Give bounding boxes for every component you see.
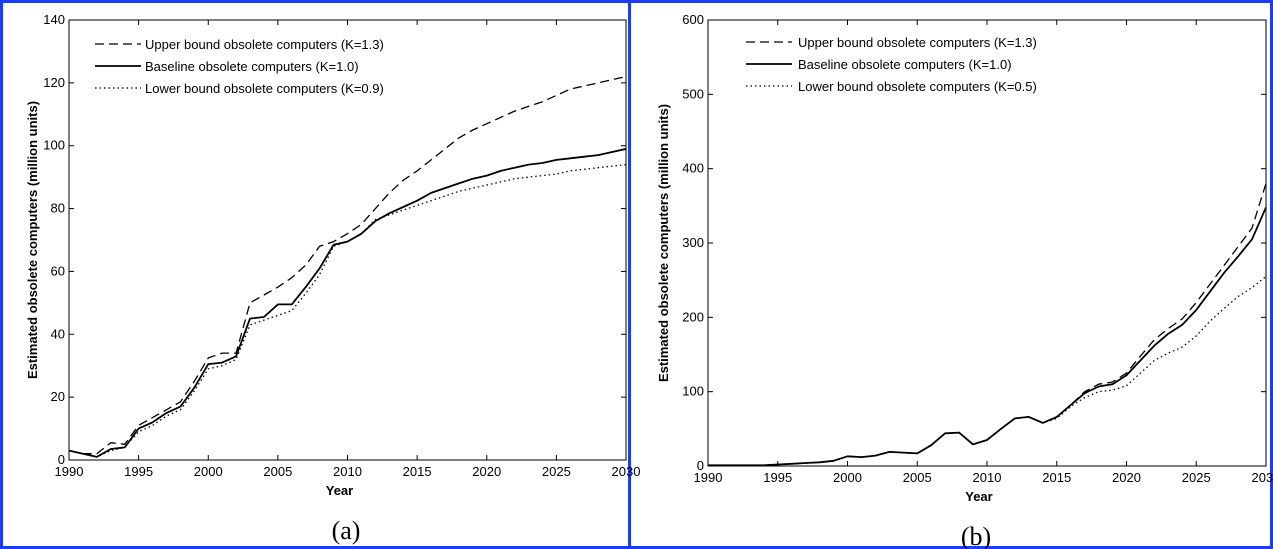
y-tick-label: 20 [51, 389, 65, 404]
legend-label: Lower bound obsolete computers (K=0.5) [798, 79, 1037, 94]
series-line-dotted [69, 163, 626, 458]
panel-b-label: (b) [961, 522, 991, 549]
x-tick-label: 2025 [1182, 470, 1211, 485]
y-tick-label: 60 [51, 263, 65, 278]
y-tick-label: 120 [43, 75, 65, 90]
x-tick-label: 2030 [1252, 470, 1273, 485]
y-tick-label: 300 [682, 235, 704, 250]
x-tick-label: 2020 [472, 464, 501, 479]
y-tick-label: 600 [682, 12, 704, 27]
series-line-dashed [708, 183, 1266, 466]
x-tick-label: 2015 [403, 464, 432, 479]
y-tick-label: 140 [43, 12, 65, 27]
y-tick-label: 200 [682, 309, 704, 324]
x-tick-label: 1995 [124, 464, 153, 479]
x-tick-label: 1990 [694, 470, 723, 485]
y-axis-label: Estimated obsolete computers (million un… [656, 104, 671, 382]
legend-label: Baseline obsolete computers (K=1.0) [145, 59, 359, 74]
panel-a-label: (a) [332, 516, 361, 545]
legend: Upper bound obsolete computers (K=1.3) Ba… [746, 35, 1037, 94]
chart-panel-b: 1990 1995 2000 2005 2010 2015 2020 2025 2030 0 100… [656, 12, 1273, 504]
x-tick-label: 2010 [333, 464, 362, 479]
y-tick-label: 0 [58, 452, 65, 467]
y-tick-label: 100 [43, 138, 65, 153]
x-tick-label: 2005 [903, 470, 932, 485]
chart-panel-a: 1990 1995 2000 2005 2010 2015 2020 2025 2030 0 20 4… [25, 12, 640, 498]
x-tick-label: 2010 [973, 470, 1002, 485]
legend-label: Upper bound obsolete computers (K=1.3) [798, 35, 1037, 50]
y-tick-label: 500 [682, 86, 704, 101]
series-line-solid [708, 206, 1266, 466]
y-tick-label: 40 [51, 326, 65, 341]
y-tick-label: 400 [682, 161, 704, 176]
y-tick-label: 100 [682, 384, 704, 399]
x-tick-label: 2015 [1042, 470, 1071, 485]
x-tick-label: 2000 [194, 464, 223, 479]
x-axis-label: Year [326, 483, 353, 498]
series-line-solid [69, 148, 626, 458]
x-tick-label: 2005 [263, 464, 292, 479]
legend-label: Upper bound obsolete computers (K=1.3) [145, 37, 384, 52]
x-tick-label: 2025 [542, 464, 571, 479]
legend: Upper bound obsolete computers (K=1.3) Ba… [95, 37, 384, 96]
y-tick-label: 80 [51, 201, 65, 216]
x-tick-label: 1995 [763, 470, 792, 485]
x-tick-label: 2000 [833, 470, 862, 485]
x-tick-label: 1990 [55, 464, 84, 479]
x-tick-label: 2030 [612, 464, 641, 479]
legend-label: Lower bound obsolete computers (K=0.9) [145, 81, 384, 96]
legend-label: Baseline obsolete computers (K=1.0) [798, 57, 1012, 72]
x-tick-label: 2020 [1112, 470, 1141, 485]
x-axis-label: Year [965, 489, 992, 504]
y-axis-label: Estimated obsolete computers (million un… [25, 101, 40, 379]
panel-divider [628, 0, 631, 549]
series-line-dotted [708, 275, 1266, 466]
series-line-dashed [69, 75, 626, 455]
y-tick-label: 0 [697, 458, 704, 473]
